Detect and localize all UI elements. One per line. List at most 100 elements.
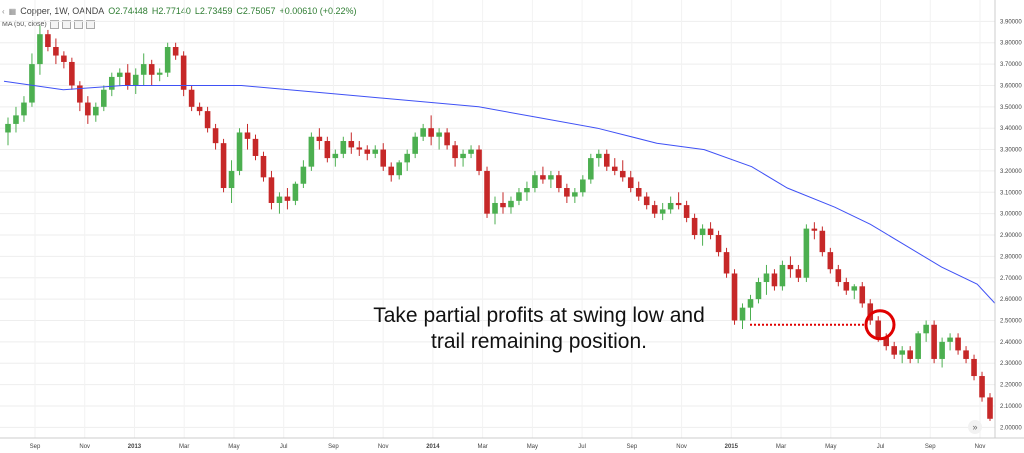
x-tick-label: Sep	[328, 444, 339, 450]
y-tick-label: 3.40000	[1000, 126, 1022, 132]
candle-body	[468, 149, 474, 154]
candle-body	[755, 282, 762, 300]
candle-body	[811, 228, 818, 231]
candle-body	[124, 72, 131, 86]
y-tick-label: 3.80000	[1000, 41, 1022, 47]
x-tick-label: 2014	[426, 444, 440, 450]
candle-body	[236, 132, 243, 171]
candle-body	[300, 166, 307, 184]
candle-body	[37, 34, 43, 65]
candle-body	[907, 350, 913, 359]
candle-body	[763, 273, 770, 283]
candle-body	[156, 72, 163, 75]
candle-body	[683, 205, 690, 218]
candle-body	[53, 47, 59, 56]
ma-line	[3, 80, 996, 304]
candle-body	[883, 337, 890, 347]
ma-label: MA (50, close)	[2, 21, 47, 28]
candle-body	[29, 64, 35, 103]
candle-body	[276, 196, 283, 203]
candle-body	[659, 209, 666, 214]
y-tick-label: 3.10000	[1000, 190, 1022, 196]
candle-body	[771, 273, 778, 287]
x-tick-label: Nov	[676, 444, 687, 450]
candle-body	[108, 76, 115, 90]
y-tick-label: 2.20000	[1000, 383, 1022, 389]
y-tick-label: 2.90000	[1000, 233, 1022, 239]
settings-icon[interactable]	[61, 20, 71, 29]
candle-body	[404, 153, 410, 163]
candle-body	[500, 202, 506, 208]
candle-body	[955, 337, 961, 351]
candle-body	[835, 269, 842, 283]
candle-body	[308, 136, 315, 167]
candle-body	[643, 196, 650, 206]
more-icon[interactable]	[85, 20, 95, 29]
y-tick-label: 2.10000	[1000, 404, 1022, 410]
candle-body	[196, 106, 203, 112]
candle-body	[540, 175, 546, 180]
candle-body	[851, 286, 858, 291]
candle-body	[268, 177, 275, 203]
x-tick-label: 2015	[725, 444, 739, 450]
candle-body	[380, 149, 387, 167]
candle-body	[675, 202, 682, 206]
x-tick-label: Sep	[626, 444, 637, 450]
x-tick-label: May	[228, 444, 239, 450]
candle-body	[140, 64, 147, 75]
eye-icon[interactable]	[49, 20, 59, 29]
candle-body	[827, 252, 834, 270]
candle-body	[45, 34, 51, 48]
candle-body	[707, 228, 714, 236]
candle-body	[340, 141, 347, 154]
candle-body	[915, 333, 921, 359]
candle-body	[548, 175, 554, 180]
candle-body	[619, 170, 626, 178]
candle-body	[188, 89, 195, 107]
candle-body	[843, 282, 850, 291]
candle-body	[691, 217, 698, 236]
candle-body	[723, 252, 730, 274]
candle-body	[508, 200, 514, 208]
candle-body	[348, 141, 355, 148]
candle-body	[372, 149, 379, 154]
x-tick-label: 2013	[128, 444, 142, 450]
candle-body	[444, 132, 450, 146]
x-tick-label: May	[825, 444, 836, 450]
candle-body	[364, 149, 371, 154]
y-tick-label: 3.20000	[1000, 169, 1022, 175]
candles-layer	[5, 25, 993, 421]
x-tick-label: Mar	[179, 444, 189, 450]
high-value: H2.77140	[151, 6, 191, 16]
y-tick-label: 3.50000	[1000, 105, 1022, 111]
candle-body	[85, 102, 91, 116]
candle-type-icon[interactable]: ▦	[8, 6, 17, 16]
y-tick-label: 2.00000	[1000, 425, 1022, 431]
scroll-right-icon[interactable]: »	[968, 420, 982, 434]
candle-body	[564, 188, 570, 197]
x-tick-label: Nov	[79, 444, 90, 450]
swing-low-circle	[864, 309, 896, 341]
candle-body	[651, 205, 658, 214]
candle-body	[979, 376, 985, 398]
ma-legend: MA (50, close)	[2, 20, 95, 29]
candle-body	[580, 179, 586, 193]
candle-body	[899, 350, 905, 355]
x-tick-label: May	[527, 444, 538, 450]
candle-body	[220, 143, 227, 189]
x-tick-label: Jul	[280, 444, 288, 450]
candle-body	[971, 358, 977, 377]
candle-body	[779, 264, 786, 287]
candle-body	[859, 286, 866, 304]
collapse-icon[interactable]: ‹	[2, 6, 5, 16]
candle-body	[396, 162, 402, 176]
candle-body	[93, 106, 99, 116]
y-tick-label: 2.30000	[1000, 361, 1022, 367]
candle-body	[611, 166, 618, 171]
candle-body	[180, 55, 187, 90]
candle-body	[492, 202, 498, 214]
close-icon[interactable]	[73, 20, 83, 29]
candle-body	[116, 72, 123, 77]
x-tick-label: Sep	[30, 444, 41, 450]
